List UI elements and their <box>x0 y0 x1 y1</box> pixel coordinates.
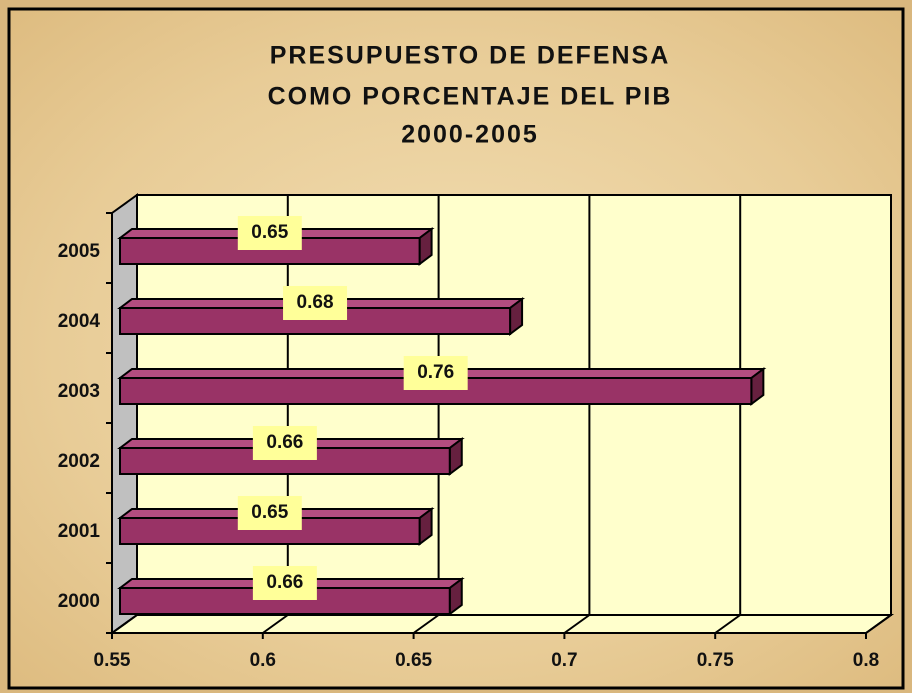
data-label-box <box>252 566 317 600</box>
grid-line <box>262 614 289 634</box>
grid-line <box>865 614 892 634</box>
data-label-box <box>283 286 348 320</box>
grid-line <box>111 614 138 634</box>
x-tick-label: 0.7 <box>551 650 577 671</box>
y-tick-label: 2005 <box>58 241 101 262</box>
x-tick-label: 0.8 <box>853 650 879 671</box>
data-label-box <box>403 356 468 390</box>
y-tick-label: 2003 <box>58 381 100 402</box>
x-tick-label: 0.75 <box>697 650 734 671</box>
data-label-box <box>237 216 302 250</box>
x-tick-label: 0.6 <box>250 650 276 671</box>
data-label: 0.76 <box>417 362 454 383</box>
floor <box>108 614 895 634</box>
chart-title: 2000-2005 <box>401 121 539 149</box>
y-tick-label: 2002 <box>58 451 100 472</box>
y-tick-label: 2004 <box>58 311 101 332</box>
x-tick-label: 0.55 <box>94 650 131 671</box>
data-label-box <box>237 496 302 530</box>
data-label: 0.66 <box>266 572 303 593</box>
grid-line <box>413 614 440 634</box>
y-tick-label: 2001 <box>58 521 101 542</box>
x-tick-label: 0.65 <box>395 650 432 671</box>
data-label: 0.66 <box>266 432 303 453</box>
chart-title: COMO PORCENTAJE DEL PIB <box>268 83 673 111</box>
data-label: 0.65 <box>251 502 288 523</box>
chart-title: PRESUPUESTO DE DEFENSA <box>270 42 671 70</box>
data-label-box <box>252 426 317 460</box>
grid-line <box>714 614 741 634</box>
y-tick-label: 2000 <box>58 591 100 612</box>
data-label: 0.65 <box>251 222 288 243</box>
data-label: 0.68 <box>297 292 334 313</box>
grid-line <box>563 614 590 634</box>
